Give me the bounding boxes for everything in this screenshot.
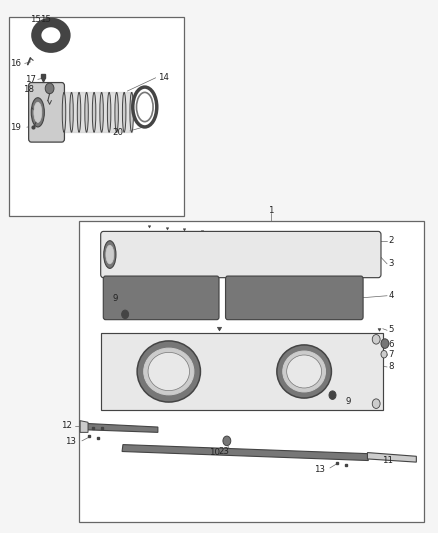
Circle shape	[329, 391, 336, 399]
FancyBboxPatch shape	[103, 276, 219, 320]
Ellipse shape	[122, 92, 126, 132]
Text: 4: 4	[389, 290, 394, 300]
Ellipse shape	[144, 348, 194, 395]
Circle shape	[223, 436, 231, 446]
Circle shape	[122, 310, 129, 319]
Polygon shape	[80, 421, 88, 432]
Text: 18: 18	[23, 85, 35, 94]
Ellipse shape	[287, 355, 321, 388]
Text: 1: 1	[268, 206, 273, 215]
Text: 15: 15	[30, 15, 41, 25]
Polygon shape	[101, 333, 383, 410]
Text: 2: 2	[389, 236, 394, 245]
Ellipse shape	[107, 92, 111, 132]
Polygon shape	[367, 453, 417, 462]
Text: 15: 15	[40, 15, 51, 25]
Ellipse shape	[100, 92, 103, 132]
Ellipse shape	[148, 352, 190, 391]
Ellipse shape	[92, 92, 96, 132]
Text: 20: 20	[112, 127, 123, 136]
Text: 8: 8	[389, 362, 394, 371]
Text: 3: 3	[389, 259, 394, 268]
Text: 5: 5	[389, 325, 394, 334]
FancyBboxPatch shape	[28, 83, 64, 142]
Circle shape	[381, 339, 389, 349]
Bar	[10, 17, 184, 216]
Text: 7: 7	[389, 350, 394, 359]
Ellipse shape	[104, 241, 116, 268]
Text: 17: 17	[25, 75, 36, 84]
Text: 9: 9	[112, 294, 117, 303]
Circle shape	[372, 399, 380, 408]
Ellipse shape	[70, 92, 73, 132]
Ellipse shape	[77, 92, 81, 132]
Ellipse shape	[283, 351, 325, 392]
Bar	[79, 221, 424, 522]
Text: 10: 10	[209, 448, 220, 457]
Text: 16: 16	[11, 59, 21, 68]
Ellipse shape	[85, 92, 88, 132]
Ellipse shape	[115, 92, 118, 132]
Ellipse shape	[31, 98, 44, 127]
Text: 12: 12	[61, 422, 72, 431]
Ellipse shape	[130, 92, 134, 132]
Text: 13: 13	[314, 465, 325, 474]
Ellipse shape	[277, 345, 332, 398]
Circle shape	[45, 83, 54, 94]
Text: 11: 11	[381, 456, 392, 464]
Ellipse shape	[106, 245, 114, 264]
Ellipse shape	[62, 92, 66, 132]
Circle shape	[381, 351, 387, 358]
Text: 13: 13	[65, 438, 76, 447]
Polygon shape	[122, 445, 368, 461]
Ellipse shape	[137, 341, 201, 402]
Text: 6: 6	[389, 340, 394, 349]
Circle shape	[372, 335, 380, 344]
Text: 23: 23	[218, 447, 229, 456]
Text: 19: 19	[11, 123, 21, 132]
Text: 14: 14	[158, 72, 169, 82]
Ellipse shape	[34, 102, 42, 123]
FancyBboxPatch shape	[101, 231, 381, 278]
Polygon shape	[84, 423, 158, 432]
Text: 9: 9	[346, 397, 351, 406]
FancyBboxPatch shape	[226, 276, 363, 320]
